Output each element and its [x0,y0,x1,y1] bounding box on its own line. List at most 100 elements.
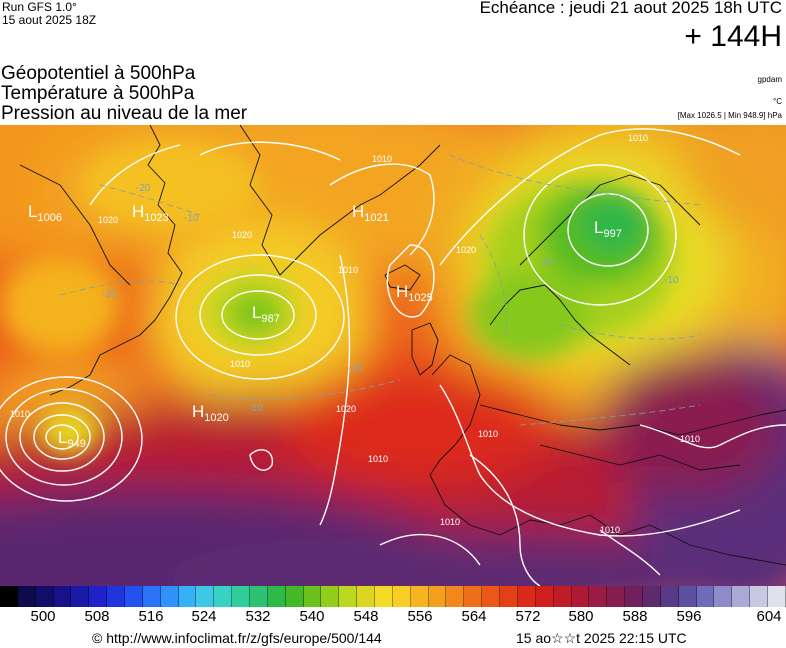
colorbar-cell [107,586,126,607]
colorbar-cell [428,586,447,607]
colorbar-cell [71,586,90,607]
temperature-label: -10 [348,363,363,374]
colorbar-cell [35,586,54,607]
colorbar-cell [303,586,322,607]
isobar-label: 1020 [232,230,252,240]
pressure-center-type: L [58,428,67,447]
isotherms [59,154,701,426]
isobar-label: 1010 [368,454,388,464]
temperature-label: -20 [136,183,151,194]
colorbar-tick-label: 548 [353,608,379,625]
colorbar-cell [142,586,161,607]
colorbar-cell [660,586,679,607]
unit-geopotential: gpdam [757,75,782,84]
colorbar-ticks: 500 508 516 524 532 540 548 556 564 572 580 588 596 6… [0,608,786,628]
copyright-link[interactable]: © http://www.infoclimat.fr/z/gfs/europe/… [92,630,382,646]
pressure-center-low: L1006 [28,202,62,224]
colorbar-cell [625,586,643,607]
colorbar-cell [392,586,411,607]
colorbar-cell [357,586,376,607]
isobars [0,128,786,586]
pressure-range: [Max 1026.5 | Min 948.9] hPa [677,111,782,120]
colorbar-cell [607,586,626,607]
colorbar-cell [589,586,608,607]
temperature-label: -20 [102,289,117,300]
colorbar-cell [375,586,393,607]
isobar-label: 1010 [10,409,30,419]
pressure-center-type: H [132,202,144,221]
pressure-center-value: 987 [261,313,279,325]
variable-geopotential: Géopotentiel à 500hPa [1,63,196,84]
colorbar-cell [321,586,340,607]
pressure-center-high: H1025 [396,282,433,304]
generation-timestamp: 15 ao☆☆t 2025 22:15 UTC [516,630,687,646]
temperature-label: -10 [664,275,679,286]
isobar-label: 1010 [372,154,392,164]
isobar-label: 1010 [338,265,358,275]
colorbar-cell [178,586,197,607]
run-date: 15 aout 2025 18Z [2,13,97,27]
colorbar-tick-label: 516 [138,608,164,625]
colorbar-cell [410,586,429,607]
colorbar-cell [232,586,251,607]
colorbar-cell [89,586,108,607]
unit-temperature: °C [773,97,782,106]
pressure-center-value: 949 [67,438,85,450]
run-label: Run GFS 1.0° [2,0,77,14]
pressure-center-type: L [28,202,37,221]
temperature-label: -10 [248,403,263,414]
colorbar-cell [446,586,465,607]
colorbar-tick-label: 532 [245,608,271,625]
colorbar-cell [196,586,215,607]
pressure-center-high: H1021 [352,202,389,224]
pressure-center-value: 1006 [37,212,61,224]
colorbar-tick-label: 500 [30,608,56,625]
pressure-center-type: H [396,282,408,301]
colorbar-cell [553,586,572,607]
pressure-center-high: H1023 [132,202,169,224]
colorbar-cell [517,586,536,607]
colorbar-tick-label: 604 [756,608,782,625]
lead-time: + 144H [684,20,782,53]
temperature-label: -10 [538,257,553,268]
colorbar-cell [732,586,751,607]
colorbar-cell [767,586,786,607]
pressure-center-value: 1020 [204,412,228,424]
colorbar-tick-label: 540 [299,608,325,625]
colorbar-cell [500,586,518,607]
isobar-label: 1020 [456,245,476,255]
pressure-center-type: L [252,303,261,322]
isobar-label: 1020 [336,404,356,414]
colorbar-cell [267,586,286,607]
colorbar-cell [17,586,36,607]
isobar-label: 1010 [478,429,498,439]
colorbar-tick-label: 508 [84,608,110,625]
colorbar-tick-label: 564 [461,608,487,625]
colorbar-cell [0,586,18,607]
colorbar-cell [696,586,715,607]
pressure-center-low: L997 [594,218,622,240]
pressure-center-type: H [192,402,204,421]
colorbar-cell [285,586,304,607]
forecast-valid-time: Echéance : jeudi 21 aout 2025 18h UTC [479,0,782,17]
colorbar-cell [214,586,233,607]
pressure-center-value: 1021 [364,212,388,224]
pressure-center-low: L987 [252,303,280,325]
temperature-label: -10 [184,213,199,224]
pressure-center-value: 997 [603,228,621,240]
colorbar-cell [339,586,358,607]
colorbar-cell [250,586,268,607]
isobar-label: 1010 [440,517,460,527]
isobar-label: 1020 [98,215,118,225]
colorbar-cell [53,586,72,607]
colorbar-tick-label: 556 [407,608,433,625]
colorbar-tick-label: 524 [191,608,217,625]
colorbar-cell [642,586,661,607]
colorbar-cell [160,586,179,607]
colorbar-cell [482,586,501,607]
colorbar-cell [464,586,483,607]
pressure-center-low: L949 [58,428,86,450]
variable-temperature: Température à 500hPa [1,83,195,104]
colorbar-cell [678,586,697,607]
